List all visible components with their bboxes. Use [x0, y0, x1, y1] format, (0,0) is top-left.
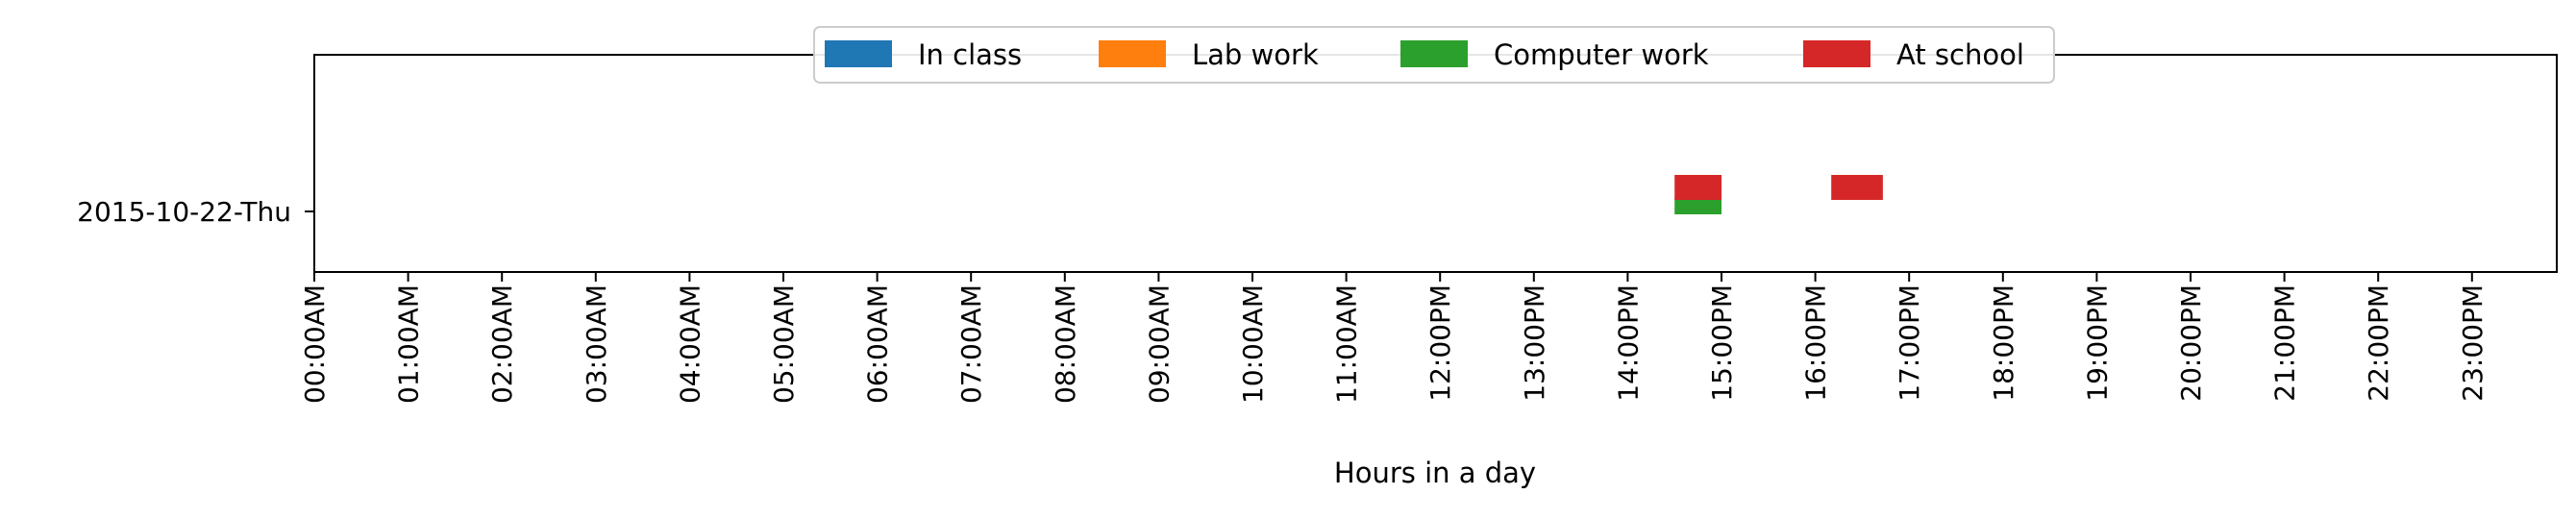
legend-label: Computer work [1494, 38, 1709, 71]
x-tick-label: 10:00AM [1237, 284, 1269, 404]
bar-at-school [1674, 175, 1721, 200]
legend-swatch [1803, 40, 1870, 67]
x-tick-label: 17:00PM [1894, 284, 1925, 402]
legend-label: In class [918, 38, 1022, 71]
x-tick-label: 08:00AM [1050, 284, 1081, 404]
x-tick-label: 01:00AM [393, 284, 425, 404]
x-tick-label: 16:00PM [1800, 284, 1832, 402]
bars [1674, 175, 1883, 214]
x-tick-label: 21:00PM [2269, 284, 2301, 402]
x-tick-label: 09:00AM [1143, 284, 1175, 404]
y-axis: 2015-10-22-Thu [77, 196, 314, 228]
legend-label: At school [1896, 38, 2024, 71]
x-tick-label: 02:00AM [486, 284, 518, 404]
legend-label: Lab work [1192, 38, 1319, 71]
bar-computer-work [1674, 198, 1721, 214]
x-tick-label: 15:00PM [1706, 284, 1738, 402]
x-tick-label: 18:00PM [1988, 284, 2019, 402]
x-tick-label: 14:00PM [1612, 284, 1644, 402]
bar-at-school [1831, 175, 1883, 200]
x-tick-label: 00:00AM [299, 284, 331, 404]
x-tick-label: 20:00PM [2175, 284, 2207, 402]
x-tick-label: 07:00AM [955, 284, 987, 404]
x-tick-label: 11:00AM [1331, 284, 1363, 404]
x-tick-label: 05:00AM [768, 284, 800, 404]
legend-swatch [1099, 40, 1166, 67]
plot-frame [313, 54, 2558, 273]
x-tick-label: 03:00AM [581, 284, 612, 404]
legend: In class Lab work Computer work At school [813, 26, 2055, 84]
legend-swatch [1400, 40, 1468, 67]
x-tick-label: 12:00PM [1424, 284, 1456, 402]
y-tick-label: 2015-10-22-Thu [77, 196, 291, 228]
x-tick-label: 13:00PM [1519, 284, 1550, 402]
x-axis-label: Hours in a day [1334, 457, 1536, 489]
x-axis: 00:00AM 01:00AM 02:00AM 03:00AM 04:00AM 05:00… [299, 272, 2489, 404]
x-tick-label: 19:00PM [2081, 284, 2113, 402]
legend-swatch [825, 40, 892, 67]
x-tick-label: 23:00PM [2457, 284, 2489, 402]
x-tick-label: 22:00PM [2363, 284, 2394, 402]
x-tick-label: 04:00AM [674, 284, 706, 404]
x-tick-label: 06:00AM [862, 284, 894, 404]
